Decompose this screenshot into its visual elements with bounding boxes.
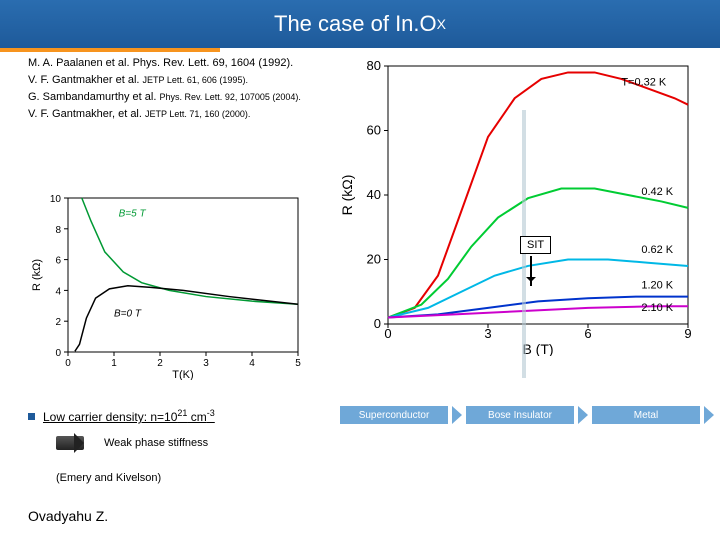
- svg-text:0: 0: [374, 316, 381, 331]
- svg-text:R (kΩ): R (kΩ): [340, 175, 355, 216]
- chevron-right-icon: [452, 406, 462, 424]
- ref-1: M. A. Paalanen et al. Phys. Rev. Lett. 6…: [28, 56, 328, 71]
- ovadyahu-citation: Ovadyahu Z.: [28, 508, 108, 524]
- svg-text:3: 3: [203, 358, 209, 369]
- svg-text:B (T): B (T): [522, 341, 553, 356]
- svg-text:0.62 K: 0.62 K: [641, 244, 673, 256]
- carrier-density-bullet: Low carrier density: n=1021 cm-3: [28, 408, 215, 424]
- svg-text:R (kΩ): R (kΩ): [31, 259, 43, 291]
- left-chart: 0 1 2 3 4 5 0 2 4 6 8 10 T(K) R (kΩ) B=5 T B=0 T: [28, 190, 308, 380]
- chevron-right-icon: [704, 406, 714, 424]
- svg-text:9: 9: [684, 326, 691, 341]
- weak-stiffness-row: Weak phase stiffness: [56, 436, 208, 450]
- svg-text:1: 1: [111, 358, 117, 369]
- title-text: The case of In.O: [274, 11, 437, 37]
- slide-title: The case of In.OX: [0, 0, 720, 48]
- svg-text:4: 4: [55, 286, 61, 297]
- phase-segment: Superconductor: [340, 406, 448, 424]
- svg-text:2.10 K: 2.10 K: [641, 302, 673, 314]
- svg-text:0: 0: [384, 326, 391, 341]
- svg-text:8: 8: [55, 225, 61, 236]
- svg-text:3: 3: [484, 326, 491, 341]
- title-sub: X: [437, 16, 446, 32]
- svg-text:6: 6: [55, 256, 61, 267]
- svg-text:B=0 T: B=0 T: [114, 309, 142, 320]
- svg-text:60: 60: [367, 123, 381, 138]
- svg-text:T=0.32 K: T=0.32 K: [621, 76, 667, 88]
- phase-segment: Metal: [592, 406, 700, 424]
- references: M. A. Paalanen et al. Phys. Rev. Lett. 6…: [28, 56, 328, 123]
- svg-text:40: 40: [367, 187, 381, 202]
- bullet-icon: [28, 413, 35, 420]
- ref-2: V. F. Gantmakher et al. JETP Lett. 61, 6…: [28, 73, 328, 88]
- svg-text:5: 5: [295, 358, 301, 369]
- svg-text:1.20 K: 1.20 K: [641, 280, 673, 292]
- emery-citation: (Emery and Kivelson): [56, 472, 161, 484]
- svg-text:B=5 T: B=5 T: [119, 208, 147, 219]
- svg-text:6: 6: [584, 326, 591, 341]
- svg-text:4: 4: [249, 358, 255, 369]
- sit-arrow-icon: [530, 256, 532, 286]
- svg-text:10: 10: [50, 194, 62, 205]
- weak-label: Weak phase stiffness: [104, 437, 208, 449]
- svg-text:20: 20: [367, 252, 381, 267]
- sit-label: SIT: [520, 236, 551, 254]
- ref-3: G. Sambandamurthy et al. Phys. Rev. Lett…: [28, 90, 328, 105]
- svg-text:0.42 K: 0.42 K: [641, 186, 673, 198]
- arrow-icon: [56, 436, 84, 450]
- svg-text:T(K): T(K): [172, 369, 193, 380]
- svg-text:2: 2: [55, 317, 61, 328]
- svg-text:2: 2: [157, 358, 163, 369]
- phase-diagram-bar: Superconductor Bose Insulator Metal: [340, 406, 714, 424]
- svg-text:0: 0: [55, 348, 61, 359]
- phase-segment: Bose Insulator: [466, 406, 574, 424]
- right-chart: 0 3 6 9 0 20 40 60 80 B (T) R (kΩ) T=0.32 K 0.42 K 0.…: [340, 56, 700, 356]
- chevron-right-icon: [578, 406, 588, 424]
- svg-text:80: 80: [367, 58, 381, 73]
- ref-4: V. F. Gantmakher, et al. JETP Lett. 71, …: [28, 107, 328, 122]
- svg-text:0: 0: [65, 358, 71, 369]
